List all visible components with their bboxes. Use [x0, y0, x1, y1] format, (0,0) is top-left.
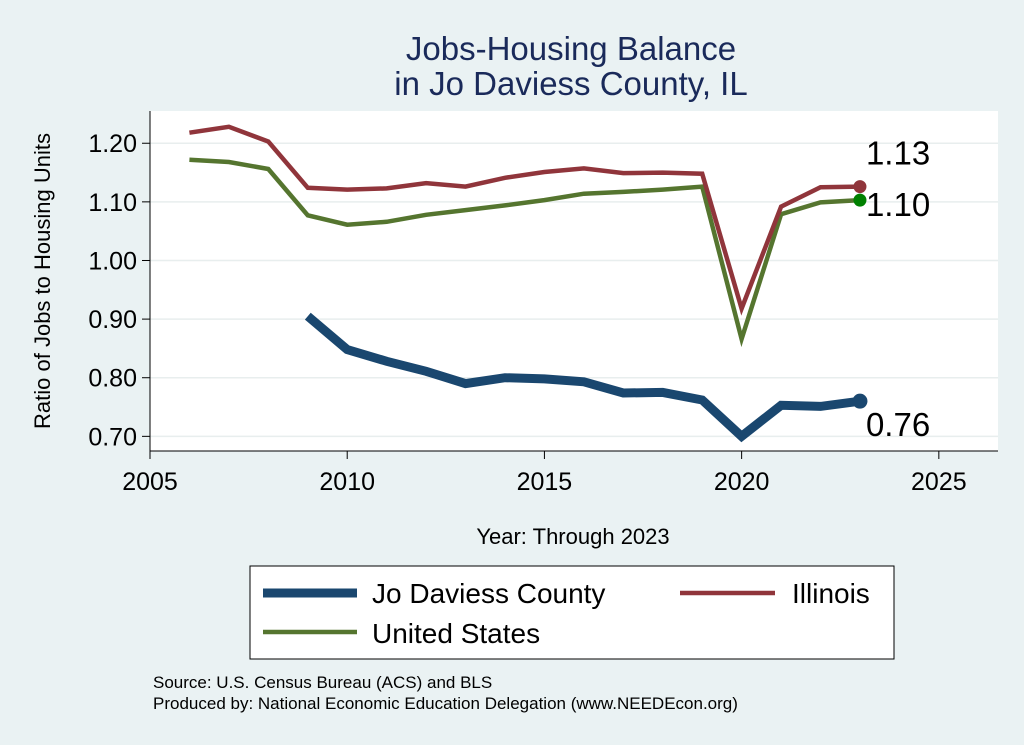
x-axis-title: Year: Through 2023 [476, 524, 669, 549]
y-tick-label: 0.70 [88, 423, 137, 451]
series-line-jo-daviess [304, 312, 861, 443]
series-line-illinois [189, 124, 861, 316]
y-tick-label: 1.00 [88, 247, 137, 275]
x-tick-label: 2005 [122, 468, 178, 496]
source-note: Source: U.S. Census Bureau (ACS) and BLS [153, 673, 492, 692]
data-series [189, 124, 861, 443]
end-label-united-states: 1.10 [866, 186, 930, 223]
legend-label-jo-daviess: Jo Daviess County [372, 578, 605, 609]
x-tick-label: 2020 [714, 468, 770, 496]
legend-box [249, 565, 895, 660]
legend-label-illinois: Illinois [792, 578, 870, 609]
series-line-united-states [189, 157, 861, 348]
end-label-illinois: 1.13 [866, 135, 930, 172]
x-tick-label: 2025 [911, 468, 967, 496]
y-tick-label: 1.20 [88, 130, 137, 158]
chart-title-line-1: Jobs-Housing Balance [406, 30, 736, 67]
y-tick-label: 0.90 [88, 306, 137, 334]
produced-by-note: Produced by: National Economic Education… [153, 694, 738, 713]
end-marker-united-states [853, 193, 867, 207]
axes: 0.70 0.80 0.90 1.00 1.10 1.20 2005 2010 2015 2020… [88, 111, 998, 496]
y-tick-label: 1.10 [88, 189, 137, 217]
y-axis-title: Ratio of Jobs to Housing Units [30, 133, 55, 429]
chart-title-line-2: in Jo Daviess County, IL [394, 65, 747, 102]
end-marker-jo-daviess [852, 393, 868, 409]
x-tick-label: 2010 [319, 468, 375, 496]
x-tick-label: 2015 [517, 468, 573, 496]
end-label-jo-daviess: 0.76 [866, 406, 930, 443]
legend: Jo Daviess County Illinois United States [249, 565, 895, 660]
y-tick-label: 0.80 [88, 365, 137, 393]
legend-label-united-states: United States [372, 618, 540, 649]
end-marker-illinois [853, 180, 867, 194]
end-labels: 1.10 1.13 0.76 [852, 135, 930, 443]
